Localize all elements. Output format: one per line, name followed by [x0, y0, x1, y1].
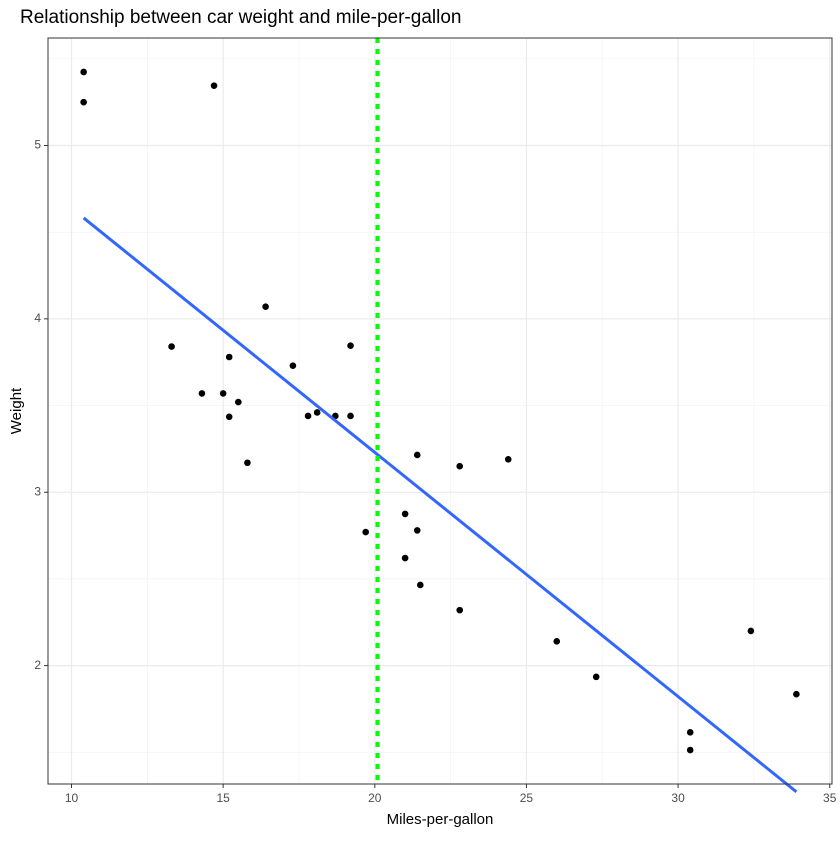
- point: [686, 729, 694, 736]
- point: [313, 409, 321, 416]
- point: [210, 82, 218, 89]
- x-tick-label: 20: [368, 791, 382, 805]
- point: [592, 673, 600, 681]
- point: [747, 627, 755, 635]
- point: [401, 510, 409, 518]
- point: [347, 342, 354, 350]
- x-tick-label: 25: [520, 791, 534, 805]
- point: [198, 390, 206, 397]
- point: [219, 390, 227, 397]
- y-tick-label: 3: [34, 484, 41, 498]
- point: [225, 413, 233, 421]
- y-tick-label: 2: [34, 658, 41, 672]
- plot-border: [47, 37, 833, 785]
- x-tick-label: 10: [65, 791, 79, 805]
- point: [413, 451, 421, 459]
- y-axis-label: Weight: [8, 387, 25, 434]
- y-tick-label: 5: [34, 138, 41, 152]
- point: [304, 412, 312, 420]
- point: [456, 606, 464, 614]
- point: [347, 412, 354, 420]
- point: [401, 554, 409, 562]
- point: [362, 528, 369, 536]
- point: [80, 98, 87, 106]
- point: [289, 362, 297, 369]
- point: [456, 462, 464, 470]
- point: [244, 459, 251, 467]
- point: [553, 638, 561, 645]
- point: [504, 455, 512, 463]
- point: [262, 303, 269, 311]
- x-axis-label: Miles-per-gallon: [387, 811, 494, 828]
- chart-title: Relationship between car weight and mile…: [20, 7, 461, 28]
- point: [80, 68, 87, 76]
- point: [416, 581, 424, 589]
- point: [413, 527, 421, 534]
- point: [225, 353, 233, 361]
- point: [168, 343, 175, 350]
- fit-line: [82, 216, 798, 793]
- x-tick-label: 30: [671, 791, 685, 805]
- y-tick-label: 4: [34, 311, 41, 325]
- point: [235, 398, 242, 406]
- x-tick-label: 35: [823, 791, 837, 805]
- point: [686, 746, 694, 754]
- point: [793, 690, 800, 698]
- x-tick-label: 15: [216, 791, 230, 805]
